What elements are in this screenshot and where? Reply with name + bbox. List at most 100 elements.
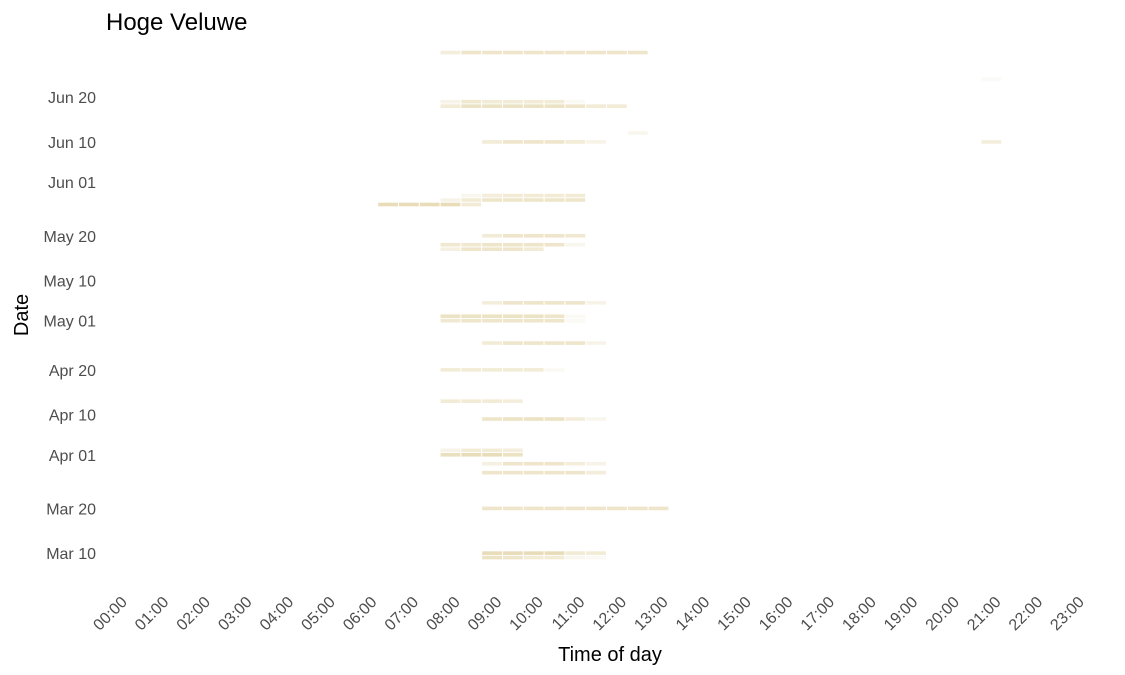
heatmap-cell [482, 247, 502, 251]
heatmap-cell [482, 233, 502, 238]
heatmap-cell [544, 506, 565, 511]
heatmap-cell [440, 99, 461, 104]
heatmap-cell [502, 461, 523, 466]
heatmap-cell [482, 50, 502, 55]
y-tick-label: Jun 01 [48, 175, 96, 192]
y-tick-label: May 01 [44, 314, 97, 331]
heatmap-cell [565, 193, 586, 198]
y-axis-title: Date [11, 294, 33, 336]
heatmap-cell [461, 193, 482, 198]
heatmap-cell [482, 555, 502, 560]
heatmap-cell [482, 461, 502, 466]
heatmap-cell [461, 198, 482, 202]
heatmap-cell [523, 198, 544, 202]
y-tick-label: May 20 [44, 229, 97, 246]
heatmap-cell [502, 301, 523, 305]
heatmap-cell [586, 470, 606, 475]
heatmap-cell [502, 50, 523, 55]
x-tick-label: 10:00 [507, 594, 547, 634]
heatmap-cell [502, 247, 523, 251]
heatmap-cell [523, 417, 544, 421]
x-axis-ticks: 00:00 01:00 02:00 03:00 04:00 05:00 06:00 07:00… [90, 594, 1087, 634]
heatmap-cell [461, 242, 482, 247]
heatmap-cell [502, 368, 523, 372]
heatmap-cell [440, 314, 461, 319]
heatmap-cell [565, 551, 586, 555]
y-tick-label: Jun 20 [48, 90, 96, 107]
x-tick-label: 21:00 [964, 594, 1004, 634]
heatmap-cell [565, 417, 586, 421]
heatmap-cell [586, 341, 606, 345]
heatmap-cell [523, 193, 544, 198]
heatmap-cell [461, 247, 482, 251]
heatmap-cell [482, 198, 502, 202]
heatmap-cell [565, 341, 586, 345]
y-axis-ticks: Mar 10 Mar 20 Apr 01 Apr 10 Apr 20 May 01 May … [44, 90, 97, 563]
heatmap-cell [461, 104, 482, 108]
y-tick-label: Mar 20 [46, 501, 96, 518]
heatmap-cell [544, 99, 565, 104]
heatmap-cell [440, 318, 461, 323]
x-tick-label: 11:00 [549, 594, 589, 634]
heatmap-cell [482, 99, 502, 104]
heatmap-cell [523, 551, 544, 555]
heatmap-cell [440, 198, 461, 202]
heatmap-cell [378, 202, 398, 207]
heatmap-cell [565, 506, 586, 511]
heatmap-cell [565, 140, 586, 144]
heatmap-cell [482, 301, 502, 305]
y-tick-label: Mar 10 [46, 546, 96, 563]
heatmap-cell [440, 448, 461, 453]
heatmap-cell [502, 198, 523, 202]
x-tick-label: 19:00 [881, 594, 921, 634]
heatmap-cell [544, 233, 565, 238]
heatmap-cell [544, 50, 565, 55]
heatmap-cell [482, 242, 502, 247]
x-tick-label: 07:00 [382, 594, 422, 634]
heatmap-cell [607, 50, 627, 55]
heatmap-cell [502, 417, 523, 421]
heatmap-cell [440, 202, 461, 207]
heatmap-cell [482, 314, 502, 319]
heatmap-cell [544, 461, 565, 466]
heatmap-cell [461, 448, 482, 453]
x-tick-label: 09:00 [465, 594, 505, 634]
heatmap-cell [586, 461, 606, 466]
x-tick-label: 04:00 [257, 594, 297, 634]
heatmap-cell [502, 233, 523, 238]
heatmap-cell [544, 193, 565, 198]
heatmap-cell [461, 202, 482, 207]
heatmap-cell [565, 242, 586, 247]
heatmap-cell [482, 341, 502, 345]
x-tick-label: 08:00 [423, 594, 463, 634]
heatmap-cell [565, 314, 586, 319]
heatmap-cell [482, 506, 502, 511]
heatmap-cell [523, 341, 544, 345]
heatmap-cell [627, 506, 648, 511]
x-tick-label: 22:00 [1006, 594, 1046, 634]
heatmap-cell [502, 399, 523, 403]
heatmap-cell [607, 506, 627, 511]
heatmap-cell [523, 140, 544, 144]
heatmap-cell [502, 452, 523, 457]
heatmap-cell [502, 448, 523, 453]
heatmap-cell [523, 247, 544, 251]
heatmap-cell [565, 104, 586, 108]
x-tick-label: 14:00 [673, 594, 713, 634]
heatmap-cell [523, 50, 544, 55]
heatmap-cell [648, 506, 669, 511]
heatmap-cell [544, 198, 565, 202]
heatmap-cell [461, 318, 482, 323]
heatmap-cell [502, 551, 523, 555]
heatmap-cell [461, 399, 482, 403]
heatmap-cell [502, 341, 523, 345]
x-tick-label: 17:00 [798, 594, 838, 634]
heatmap-cell [523, 555, 544, 560]
heatmap-cell [544, 104, 565, 108]
heatmap-cell [586, 301, 606, 305]
x-tick-label: 23:00 [1047, 594, 1087, 634]
y-tick-label: Jun 10 [48, 135, 96, 152]
x-tick-label: 15:00 [715, 594, 755, 634]
heatmap-cell [544, 314, 565, 319]
